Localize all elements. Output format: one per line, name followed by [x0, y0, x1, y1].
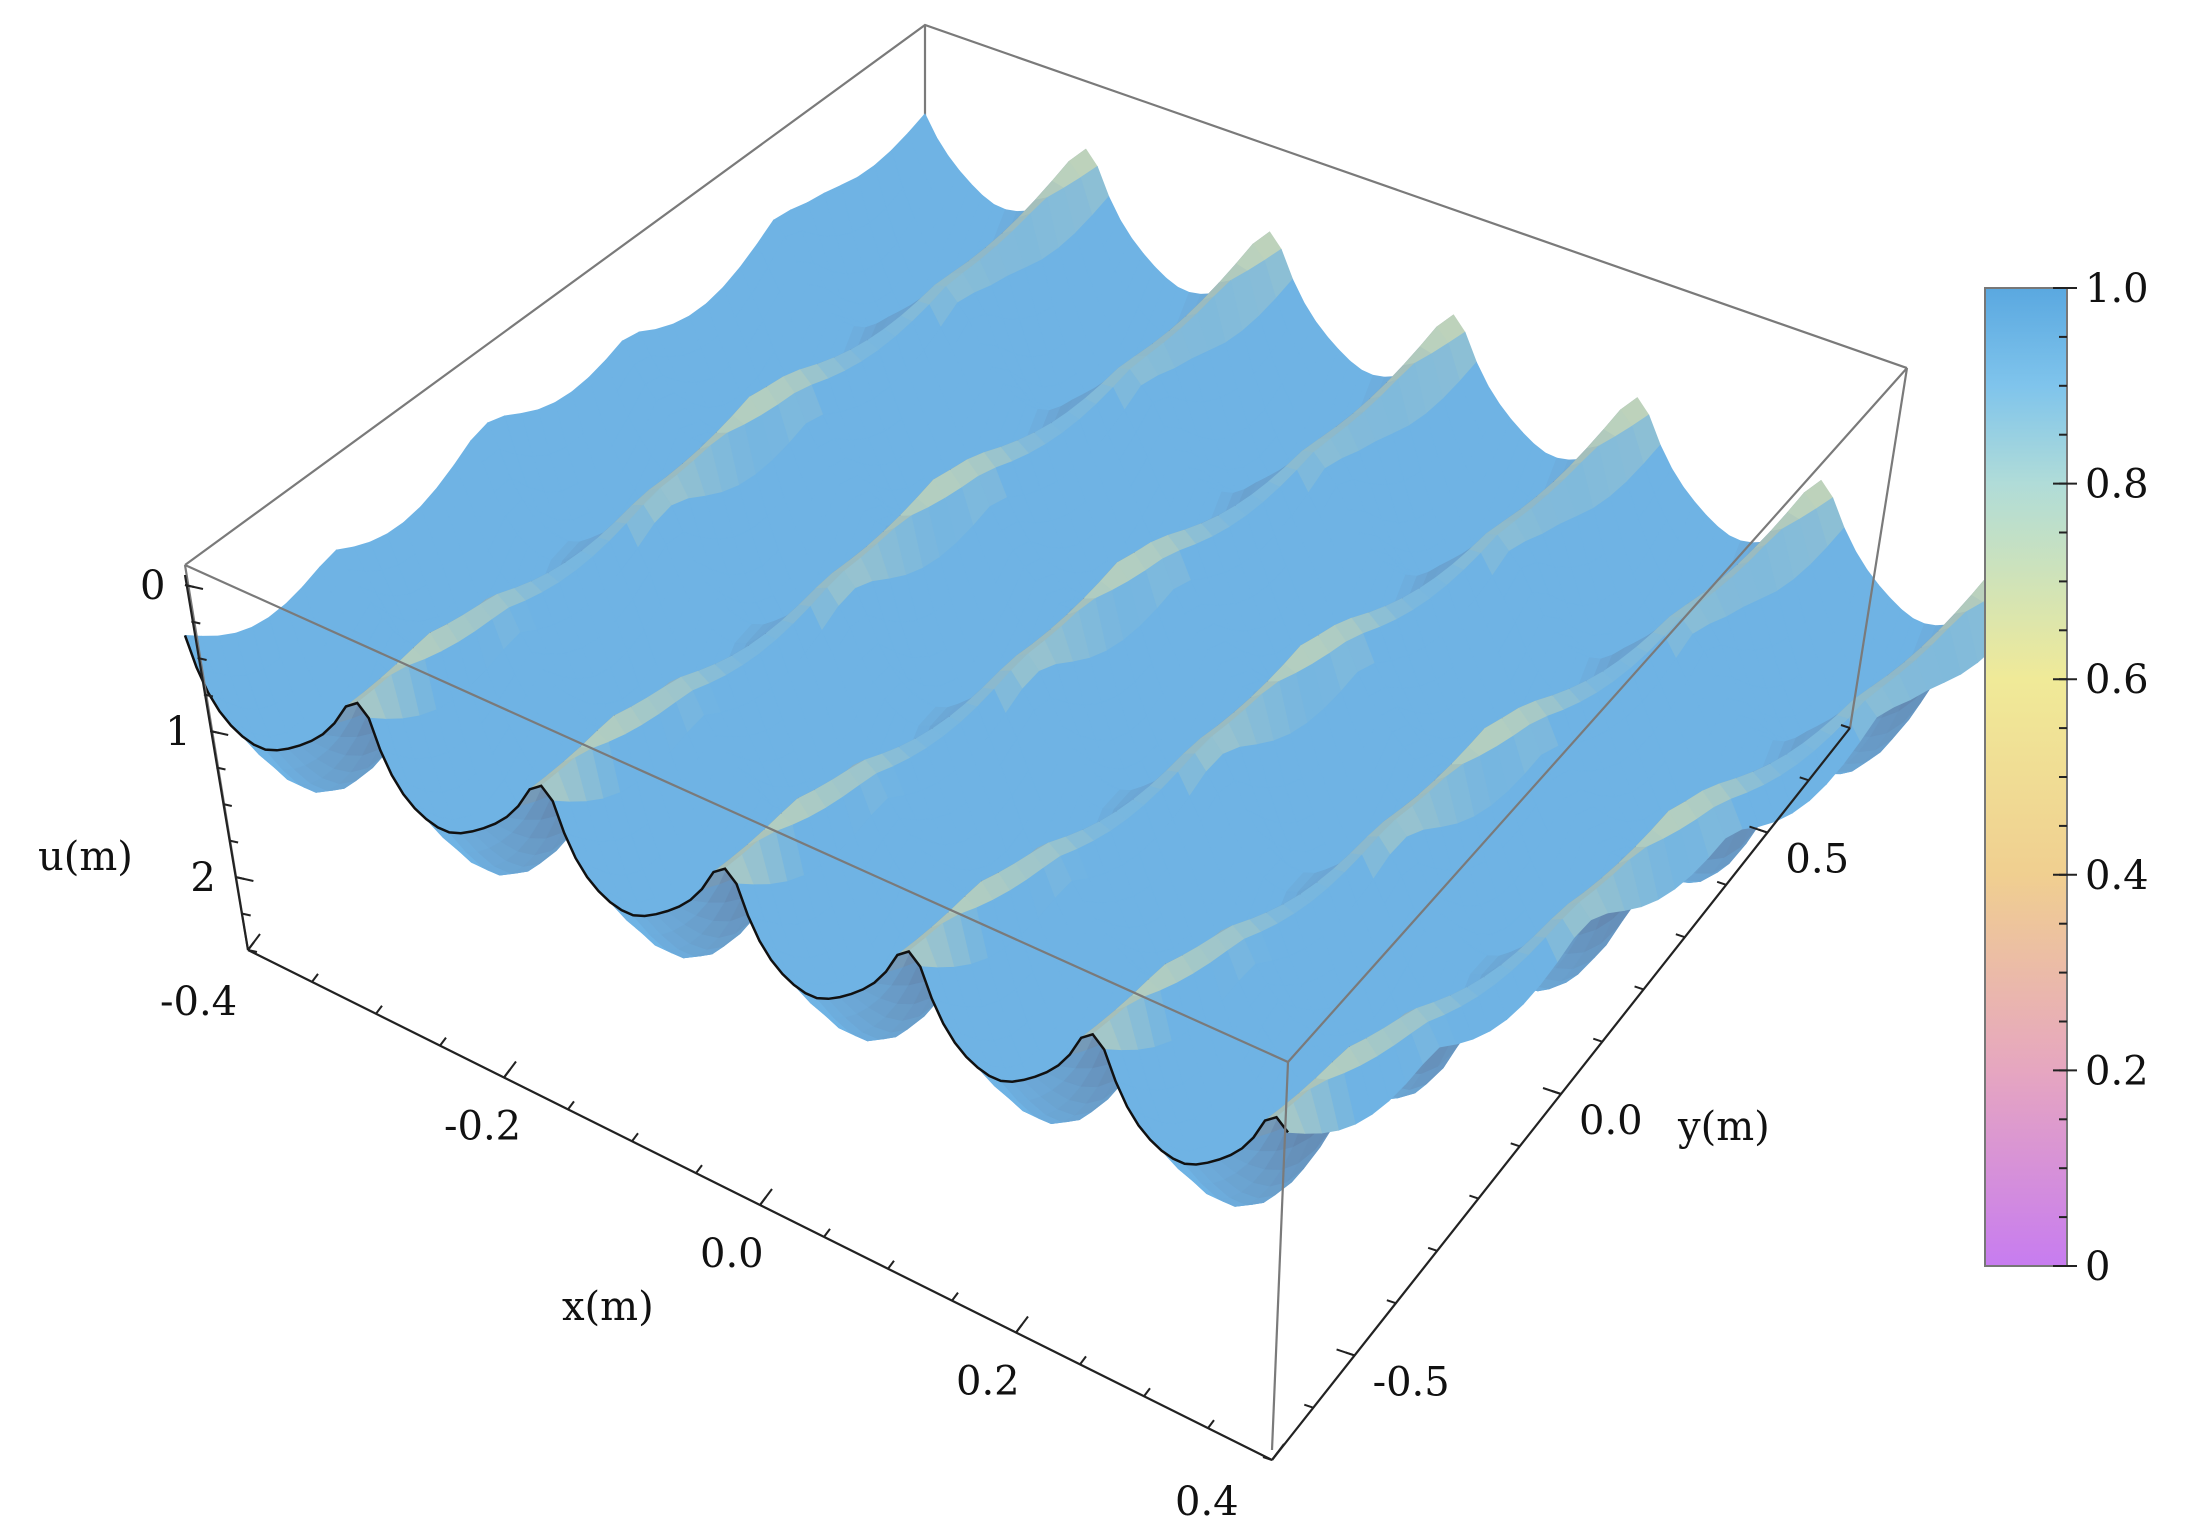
z-minor-tick [216, 766, 226, 771]
z-minor-tick [222, 803, 233, 807]
x-minor-tick [1143, 1387, 1151, 1397]
x-minor-tick [1079, 1355, 1087, 1365]
y-axis: -0.5 0.0 0.5 y(m) [1262, 724, 1851, 1461]
z-minor-tick [197, 657, 207, 661]
y-minor-tick [1427, 1246, 1438, 1252]
x-axis: -0.4 -0.2 0.0 0.2 0.4 x(m) [160, 933, 1285, 1525]
z-tick-label: 2 [190, 855, 215, 901]
colorbar-tick-label: 0.4 [2085, 853, 2149, 899]
surface-front-edge [183, 634, 1289, 1166]
z-minor-tick [203, 693, 214, 698]
z-axis: 0 1 2 u(m) [38, 563, 258, 953]
y-minor-tick [1716, 880, 1727, 886]
x-minor-tick [631, 1132, 639, 1142]
x-minor-tick [503, 1068, 511, 1079]
y-minor-tick [1592, 1037, 1603, 1043]
x-minor-tick [375, 1005, 383, 1015]
y-minor-tick [1840, 724, 1851, 729]
x-minor-tick [695, 1164, 703, 1174]
z-axis-title: u(m) [38, 834, 133, 880]
x-minor-tick [1015, 1323, 1023, 1334]
colorbar-tick-label: 0 [2085, 1244, 2110, 1290]
y-tick-label: -0.5 [1373, 1359, 1450, 1405]
y-minor-tick [1675, 933, 1686, 939]
z-tick-label: 0 [140, 563, 165, 609]
x-tick-label: 0.0 [700, 1231, 764, 1277]
x-minor-tick [567, 1100, 575, 1110]
y-minor-tick [1469, 1194, 1479, 1200]
z-minor-tick [184, 584, 195, 588]
colorbar-tick-label: 1.0 [2085, 266, 2149, 312]
y-minor-tick [1634, 985, 1644, 991]
y-minor-tick [1262, 1456, 1273, 1461]
y-minor-tick [1345, 1351, 1355, 1357]
bounding-box-back [184, 23, 1908, 566]
y-minor-tick [1386, 1299, 1397, 1305]
x-tick-label: -0.4 [160, 979, 237, 1025]
y-minor-tick [1303, 1403, 1314, 1409]
x-axis-title: x(m) [562, 1284, 654, 1330]
z-minor-tick [241, 912, 251, 917]
x-minor-tick [823, 1228, 831, 1238]
colorbar-bar [1984, 287, 2068, 1267]
z-minor-tick [235, 876, 245, 880]
x-minor-tick [759, 1196, 767, 1206]
y-tick-label: 0.5 [1785, 837, 1849, 883]
y-tick-label: 0.0 [1579, 1098, 1643, 1144]
y-minor-tick [1758, 828, 1768, 834]
x-minor-tick [247, 941, 255, 951]
x-tick-label: -0.2 [444, 1104, 521, 1150]
y-axis-title: y(m) [1677, 1104, 1770, 1150]
y-minor-tick [1510, 1142, 1521, 1148]
colorbar-tick-label: 0.8 [2085, 462, 2149, 508]
x-minor-tick [1207, 1419, 1215, 1429]
x-tick-label: 0.2 [956, 1359, 1020, 1405]
surface [183, 113, 2029, 1207]
z-minor-tick [209, 730, 220, 734]
colorbar-tick-label: 0.6 [2085, 657, 2149, 703]
y-minor-tick [1551, 1090, 1562, 1095]
x-minor-tick [951, 1292, 959, 1302]
z-minor-tick [228, 839, 239, 844]
colorbar-tick-label: 0.2 [2085, 1048, 2149, 1094]
x-minor-tick [887, 1260, 895, 1270]
colorbar: 0 0.2 0.4 0.6 0.8 1.0 [1984, 266, 2149, 1290]
x-minor-tick [311, 973, 319, 983]
z-minor-tick [191, 620, 201, 625]
x-minor-tick [439, 1037, 447, 1047]
y-minor-tick [1799, 776, 1810, 782]
z-tick-label: 1 [165, 709, 190, 755]
x-tick-label: 0.4 [1175, 1479, 1239, 1525]
